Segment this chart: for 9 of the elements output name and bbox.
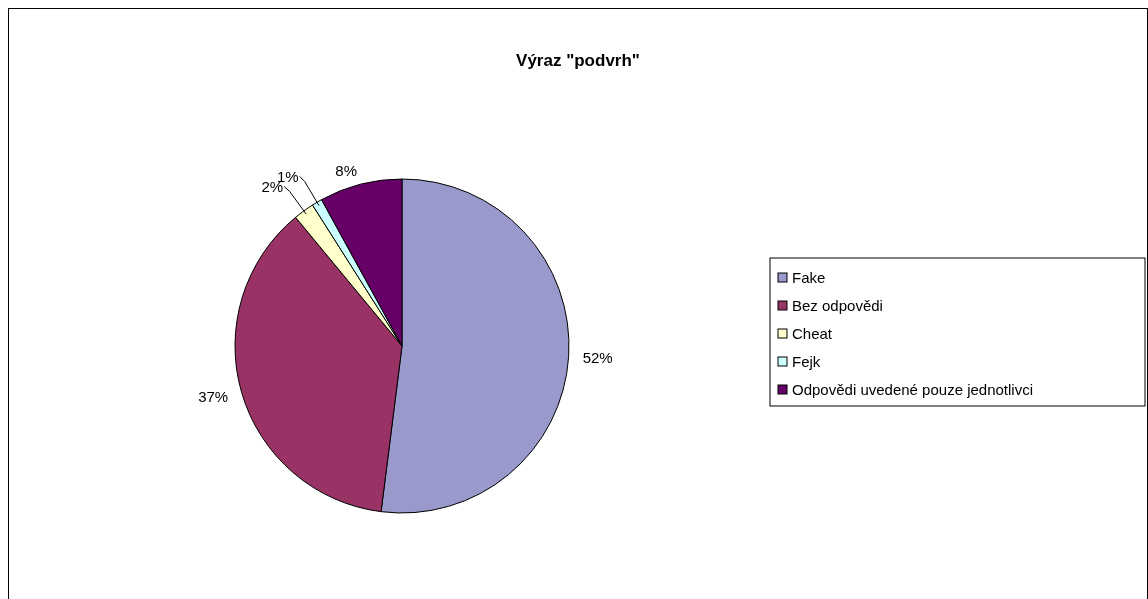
data-label: 52% — [582, 348, 613, 366]
legend-label: Bez odpovědi — [792, 297, 883, 315]
data-label: 8% — [335, 161, 357, 179]
data-label: 37% — [198, 387, 229, 405]
legend-label: Fejk — [792, 353, 821, 371]
chart-title: Výraz "podvrh" — [516, 51, 640, 70]
legend-label: Odpovědi uvedené pouze jednotlivci — [792, 381, 1034, 399]
legend-label: Fake — [792, 269, 826, 287]
legend-label: Cheat — [792, 325, 833, 343]
